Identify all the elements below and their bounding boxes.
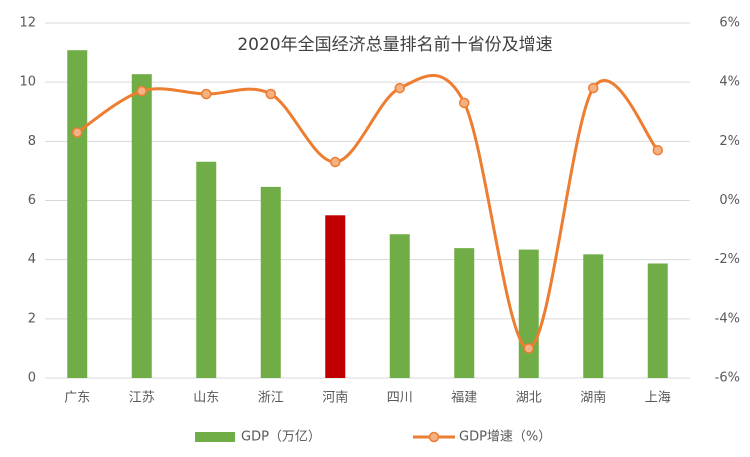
x-tick-label: 河南 (322, 390, 348, 406)
chart-title: 2020年全国经济总量排名前十省份及增速 (237, 35, 552, 55)
bar (647, 263, 668, 378)
y2-tick-label: 6% (719, 16, 740, 31)
x-tick-label: 江苏 (129, 390, 155, 406)
y-tick-label: 0 (28, 371, 36, 386)
line-marker (72, 127, 83, 138)
y2-tick-label: -2% (715, 252, 740, 267)
bar (583, 254, 604, 378)
bar (389, 234, 410, 378)
line-marker (588, 82, 599, 94)
x-tick-label: 四川 (387, 391, 413, 406)
line-marker (330, 156, 341, 168)
legend-label: GDP（万亿） (241, 430, 321, 445)
bar (518, 249, 539, 378)
y-tick-label: 2 (28, 311, 36, 326)
bar (454, 248, 475, 378)
y-tick-label: 12 (19, 16, 36, 31)
line-marker (394, 82, 405, 94)
x-tick-label: 广东 (64, 391, 90, 406)
x-tick-label: 湖北 (516, 391, 542, 406)
x-tick-label: 上海 (645, 391, 671, 406)
y-tick-label: 6 (28, 193, 36, 208)
line-marker (265, 88, 276, 100)
bar (131, 74, 152, 378)
line-marker (459, 97, 470, 109)
y-tick-label: 10 (19, 75, 36, 90)
x-tick-label: 福建 (451, 391, 477, 406)
x-tick-label: 山东 (193, 391, 219, 406)
y2-tick-label: -4% (715, 311, 740, 326)
x-tick-label: 湖南 (580, 390, 606, 406)
legend-swatch (428, 431, 440, 443)
bar (67, 50, 88, 378)
line-marker (652, 144, 663, 156)
line-marker (136, 85, 147, 97)
y-tick-label: 4 (28, 252, 36, 267)
y2-tick-label: 0% (719, 193, 740, 208)
y-tick-label: 8 (28, 134, 36, 149)
bar (325, 215, 346, 378)
y2-tick-label: 2% (719, 134, 740, 149)
x-tick-label: 浙江 (258, 391, 284, 406)
line (76, 74, 659, 350)
y2-tick-label: -6% (715, 371, 740, 386)
legend-label: GDP增速（%） (459, 430, 551, 445)
bar (260, 186, 281, 378)
line-marker (523, 343, 534, 354)
legend-swatch (195, 432, 235, 442)
line-marker (201, 88, 212, 100)
bar (196, 161, 217, 378)
y2-tick-label: 4% (719, 75, 740, 90)
